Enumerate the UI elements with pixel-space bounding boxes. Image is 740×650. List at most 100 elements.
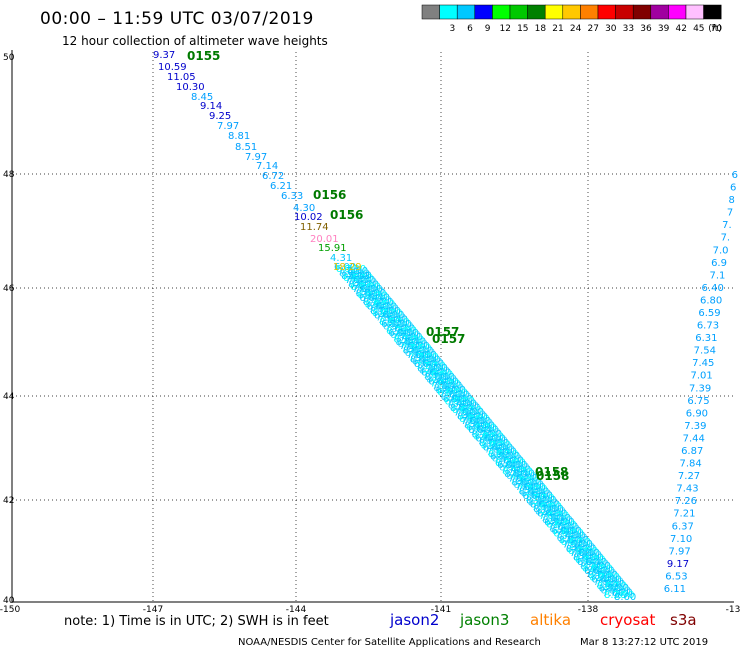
legend-swatch-label: 24 bbox=[570, 24, 582, 34]
satellite-name: cryosat bbox=[600, 611, 655, 629]
right-swh-value: 7.43 bbox=[676, 484, 698, 495]
track-swh-value: 9.14 bbox=[200, 101, 222, 112]
track-swh-mark: 7.10 bbox=[376, 313, 398, 324]
track-swh-mark: 7.20 bbox=[562, 539, 584, 550]
track-swh-mark: 6.90 bbox=[600, 586, 622, 597]
track-swh-value: 10.30 bbox=[176, 82, 205, 93]
track-swh-mark: 7.00 bbox=[515, 482, 537, 493]
track-swh-mark: 8.00 bbox=[588, 570, 610, 581]
right-swh-value: 6.80 bbox=[700, 295, 722, 306]
track-swh-mark: 6.50 bbox=[445, 387, 467, 398]
footer-note: note: 1) Time is in UTC; 2) SWH is in fe… bbox=[64, 614, 329, 629]
track-swh-mark: 7.40 bbox=[440, 381, 462, 392]
lat-tick-label: 40 bbox=[3, 596, 15, 606]
track-swh-mark: 6.60 bbox=[469, 416, 491, 427]
right-swh-value: 7.1 bbox=[709, 270, 725, 281]
track-time-label: 0158 bbox=[536, 469, 569, 483]
right-swh-value: 6.90 bbox=[686, 408, 708, 419]
satellite-name: jason3 bbox=[459, 611, 509, 629]
right-swh-value: 9.17 bbox=[667, 559, 689, 570]
track-swh-mark: 8.20 bbox=[417, 363, 439, 374]
track-swh-mark: 6.80 bbox=[522, 491, 544, 502]
track-time-label: 0158 bbox=[535, 465, 568, 479]
track-swh-mark: 8.60 bbox=[348, 280, 370, 291]
track-swh-mark: 7.80 bbox=[486, 447, 508, 458]
track-swh-mark: 7.10 bbox=[539, 511, 561, 522]
legend-swatch bbox=[650, 4, 669, 20]
right-swh-value: 6.53 bbox=[665, 571, 687, 582]
track-swh-mark: 8.40 bbox=[349, 271, 371, 282]
track-swh-mark: 6.00 bbox=[600, 574, 622, 585]
track-swh-mark: 6.10 bbox=[521, 489, 543, 500]
track-swh-mark: 6.90 bbox=[437, 387, 459, 398]
right-swh-value: 6.11 bbox=[664, 584, 686, 595]
track-swh-mark: 6.70 bbox=[553, 528, 575, 539]
track-swh-mark: 7.60 bbox=[487, 438, 509, 449]
track-swh-mark: 7.80 bbox=[480, 429, 502, 440]
track-swh-mark: 8.50 bbox=[536, 497, 558, 508]
track-swh-mark: 8.40 bbox=[519, 487, 541, 498]
lon-tick-label: -141 bbox=[431, 605, 451, 615]
track-swh-mark: 7.10 bbox=[478, 427, 500, 438]
track-swh-mark: 6.90 bbox=[546, 520, 568, 531]
lon-tick-label: -138 bbox=[578, 605, 599, 615]
track-swh-mark: 6.80 bbox=[468, 425, 490, 436]
map-subtitle: 12 hour collection of altimeter wave hei… bbox=[62, 34, 328, 48]
track-swh-mark: 7.00 bbox=[400, 332, 422, 343]
track-swh-mark: 7.30 bbox=[416, 352, 438, 363]
track-swh-mark: 7.80 bbox=[371, 297, 393, 308]
track-swh-mark: 6.50 bbox=[397, 339, 419, 350]
track-swh-mark: 6.70 bbox=[384, 312, 406, 323]
right-swh-value: 7.84 bbox=[679, 459, 701, 470]
track-swh-mark: 6.10 bbox=[514, 471, 536, 482]
track-swh-mark: 8.80 bbox=[389, 319, 411, 330]
track-swh-mark: 6.80 bbox=[462, 407, 484, 418]
legend-swatch bbox=[597, 4, 616, 20]
lon-tick-label: -150 bbox=[0, 605, 20, 615]
track-swh-mark: 8.10 bbox=[394, 335, 416, 346]
legend-swatch-label: 36 bbox=[640, 24, 652, 34]
legend-swatch bbox=[509, 4, 528, 20]
track-swh-mark: 8.50 bbox=[434, 383, 456, 394]
track-swh-mark: 8.90 bbox=[467, 414, 489, 425]
track-swh-mark: 6.80 bbox=[577, 557, 599, 568]
track-swh-value: 7.97 bbox=[245, 152, 267, 163]
track-swh-mark: 6.90 bbox=[377, 304, 399, 315]
track-swh-mark: 8.50 bbox=[373, 299, 395, 310]
track-swh-mark: 7.50 bbox=[572, 541, 594, 552]
track-swh-mark: 7.20 bbox=[399, 341, 421, 352]
track-swh-mark: 7.10 bbox=[587, 559, 609, 570]
right-swh-value: 7.0 bbox=[713, 245, 729, 256]
track-swh-mark: 6.70 bbox=[547, 511, 569, 522]
track-swh-mark: 6.60 bbox=[475, 434, 497, 445]
legend-swatch-label: 27 bbox=[587, 24, 598, 34]
track-swh-mark: 8.90 bbox=[358, 282, 380, 293]
track-swh-mark: 6.20 bbox=[435, 385, 457, 396]
track-swh-mark: 7.20 bbox=[610, 588, 632, 599]
track-swh-mark: 7.00 bbox=[455, 398, 477, 409]
right-swh-value: 7. bbox=[721, 233, 731, 244]
track-swh-mark: 7.40 bbox=[494, 447, 516, 458]
track-swh-mark: 8.50 bbox=[542, 515, 564, 526]
lat-tick-label: 50 bbox=[3, 53, 15, 63]
right-swh-value: 6.87 bbox=[681, 446, 703, 457]
lat-tick-label: 48 bbox=[3, 170, 15, 180]
satellite-legend: jason2 jason3 altika cryosat s3a bbox=[389, 611, 697, 629]
track-swh-mark: 6.70 bbox=[493, 445, 515, 456]
track-swh-mark: 7.30 bbox=[477, 436, 499, 447]
track-swh-value: 10.59 bbox=[158, 62, 187, 73]
track-swh-mark: 6.00 bbox=[436, 376, 458, 387]
track-swh-mark: 6.10 bbox=[575, 555, 597, 566]
track-swh-mark: 6.70 bbox=[390, 330, 412, 341]
track-swh-mark: 8.10 bbox=[387, 317, 409, 328]
satellite-name: jason2 bbox=[389, 611, 439, 629]
track-swh-mark: 8.60 bbox=[566, 544, 588, 555]
track-swh-mark: 7.70 bbox=[571, 550, 593, 561]
track-swh-mark: 7.90 bbox=[510, 476, 532, 487]
track-swh-mark: 7.30 bbox=[368, 304, 390, 315]
track-swh-mark: 8.50 bbox=[427, 365, 449, 376]
track-swh-mark: 7.50 bbox=[524, 493, 546, 504]
track-swh-mark: 6.60 bbox=[523, 482, 545, 493]
track-swh-mark: 8.20 bbox=[580, 561, 602, 572]
